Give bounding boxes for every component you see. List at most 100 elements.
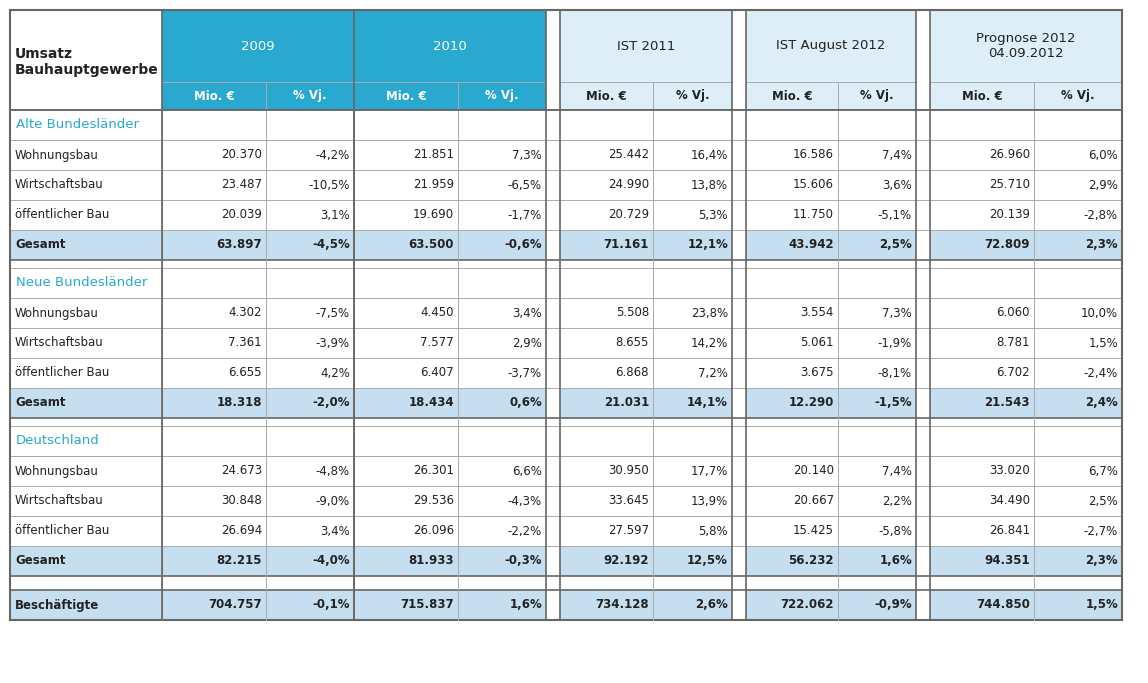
Bar [732, 358, 746, 388]
Bar [354, 486, 546, 516]
Bar [354, 140, 546, 170]
Text: 2009: 2009 [241, 40, 274, 53]
Text: 1,6%: 1,6% [879, 555, 912, 568]
Text: 4,2%: 4,2% [320, 367, 350, 380]
Bar [732, 516, 746, 546]
Bar [162, 456, 354, 486]
Bar [732, 298, 746, 328]
Text: 722.062: 722.062 [781, 598, 833, 611]
Bar [10, 426, 1122, 456]
Bar [10, 298, 162, 328]
Bar [916, 268, 930, 298]
Text: % Vj.: % Vj. [860, 89, 894, 102]
Bar [916, 140, 930, 170]
Text: 5.061: 5.061 [800, 337, 833, 350]
Text: 14,2%: 14,2% [691, 337, 728, 350]
Bar [930, 328, 1122, 358]
Text: 34.490: 34.490 [988, 494, 1030, 507]
Text: Prognose 2012
04.09.2012: Prognose 2012 04.09.2012 [976, 32, 1076, 60]
Text: 2,9%: 2,9% [1088, 178, 1118, 191]
Text: 0,6%: 0,6% [510, 397, 542, 410]
Text: 13,8%: 13,8% [691, 178, 728, 191]
Text: 5.508: 5.508 [615, 307, 649, 320]
Text: -4,3%: -4,3% [507, 494, 542, 507]
Text: Neue Bundesländer: Neue Bundesländer [16, 277, 147, 290]
Text: 27.597: 27.597 [608, 525, 649, 538]
Bar [162, 388, 354, 418]
Bar [746, 328, 916, 358]
Text: 56.232: 56.232 [789, 555, 833, 568]
Bar [10, 170, 162, 200]
Text: -2,8%: -2,8% [1084, 208, 1118, 221]
Text: 43.942: 43.942 [789, 238, 833, 251]
Text: öffentlicher Bau: öffentlicher Bau [15, 208, 109, 221]
Text: Wohnungsbau: Wohnungsbau [15, 148, 99, 161]
Bar [354, 388, 546, 418]
Bar [560, 10, 732, 110]
Text: 24.990: 24.990 [608, 178, 649, 191]
Bar [746, 388, 916, 418]
Text: 20.729: 20.729 [608, 208, 649, 221]
Text: Umsatz
Bauhauptgewerbe: Umsatz Bauhauptgewerbe [15, 47, 158, 77]
Text: 23.487: 23.487 [222, 178, 262, 191]
Bar [916, 358, 930, 388]
Bar [546, 328, 560, 358]
Text: -6,5%: -6,5% [507, 178, 542, 191]
Text: Mio. €: Mio. € [771, 89, 813, 102]
Bar [162, 10, 354, 110]
Text: 6.655: 6.655 [228, 367, 262, 380]
Text: 15.425: 15.425 [793, 525, 833, 538]
Bar [732, 546, 746, 576]
Text: 744.850: 744.850 [976, 598, 1030, 611]
Text: -4,0%: -4,0% [312, 555, 350, 568]
Text: -9,0%: -9,0% [316, 494, 350, 507]
Text: -8,1%: -8,1% [878, 367, 912, 380]
Text: 26.096: 26.096 [413, 525, 453, 538]
Text: 17,7%: 17,7% [691, 464, 728, 477]
Text: 704.757: 704.757 [209, 598, 262, 611]
Text: 21.543: 21.543 [985, 397, 1030, 410]
Bar [930, 230, 1122, 260]
Text: -0,3%: -0,3% [504, 555, 542, 568]
Text: 25.710: 25.710 [988, 178, 1030, 191]
Text: 7,4%: 7,4% [882, 148, 912, 161]
Bar [930, 140, 1122, 170]
Bar [746, 358, 916, 388]
Bar [930, 200, 1122, 230]
Bar [560, 358, 732, 388]
Text: Alte Bundesländer: Alte Bundesländer [16, 118, 139, 132]
Text: 26.301: 26.301 [413, 464, 453, 477]
Bar [560, 388, 732, 418]
Bar [560, 456, 732, 486]
Text: 20.667: 20.667 [793, 494, 833, 507]
Text: 734.128: 734.128 [596, 598, 649, 611]
Text: 7,3%: 7,3% [883, 307, 912, 320]
Text: 3.675: 3.675 [800, 367, 833, 380]
Text: 3,4%: 3,4% [512, 307, 542, 320]
Text: 20.039: 20.039 [222, 208, 262, 221]
Bar [10, 486, 162, 516]
Bar [746, 486, 916, 516]
Bar [546, 456, 560, 486]
Text: 21.031: 21.031 [604, 397, 649, 410]
Text: 1,5%: 1,5% [1088, 337, 1118, 350]
Bar [162, 516, 354, 546]
Text: 33.020: 33.020 [990, 464, 1030, 477]
Text: -2,2%: -2,2% [507, 525, 542, 538]
Bar [732, 230, 746, 260]
Bar [560, 516, 732, 546]
Bar [732, 426, 746, 456]
Bar [732, 388, 746, 418]
Text: Mio. €: Mio. € [587, 89, 627, 102]
Bar [546, 230, 560, 260]
Text: 1,6%: 1,6% [510, 598, 542, 611]
Bar [916, 230, 930, 260]
Text: Gesamt: Gesamt [15, 397, 65, 410]
Bar [546, 358, 560, 388]
Text: 20.139: 20.139 [988, 208, 1030, 221]
Bar [162, 170, 354, 200]
Text: -2,4%: -2,4% [1084, 367, 1118, 380]
Bar [354, 328, 546, 358]
Text: 18.434: 18.434 [409, 397, 453, 410]
Bar [732, 486, 746, 516]
